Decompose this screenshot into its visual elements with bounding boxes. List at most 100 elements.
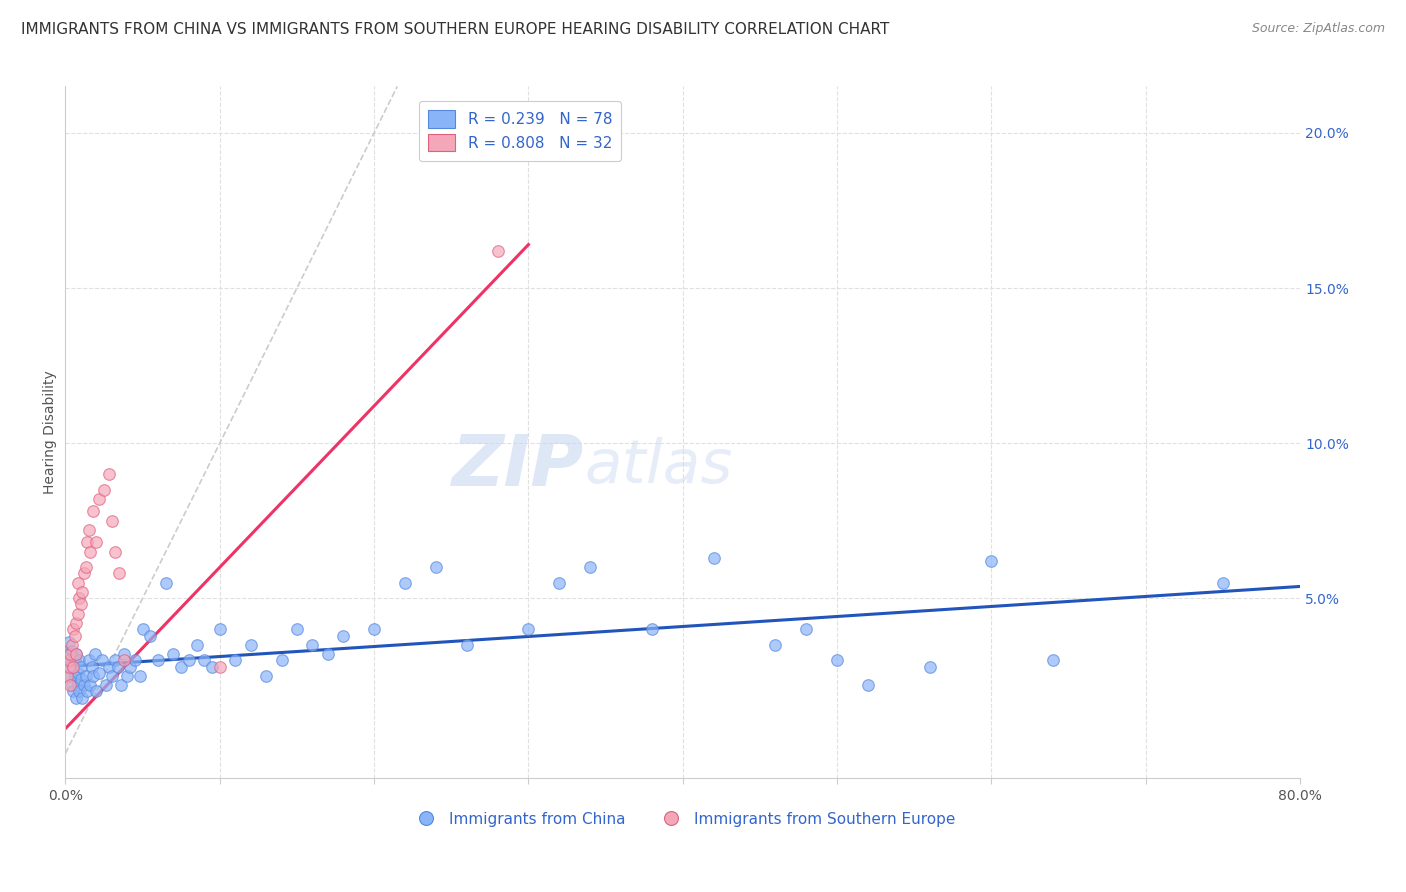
- Point: [93, 483, 115, 497]
- Point: [73, 566, 96, 581]
- Point: [59, 669, 82, 683]
- Point: [77, 523, 100, 537]
- Point: [131, 622, 153, 636]
- Point: [1212, 575, 1234, 590]
- Point: [486, 244, 509, 258]
- Point: [112, 647, 135, 661]
- Point: [62, 622, 84, 636]
- Point: [62, 684, 84, 698]
- Point: [76, 684, 98, 698]
- Point: [825, 653, 848, 667]
- Point: [128, 669, 150, 683]
- Point: [66, 665, 89, 680]
- Point: [65, 647, 87, 661]
- Point: [110, 678, 132, 692]
- Point: [794, 622, 817, 636]
- Point: [97, 467, 120, 482]
- Point: [60, 638, 83, 652]
- Point: [56, 647, 79, 661]
- Point: [124, 653, 146, 667]
- Point: [208, 659, 231, 673]
- Point: [65, 647, 87, 661]
- Point: [72, 690, 94, 705]
- Point: [58, 659, 80, 673]
- Point: [72, 585, 94, 599]
- Point: [100, 669, 122, 683]
- Point: [104, 653, 127, 667]
- Point: [254, 669, 277, 683]
- Point: [579, 560, 602, 574]
- Point: [83, 647, 105, 661]
- Point: [70, 672, 93, 686]
- Point: [82, 504, 104, 518]
- Point: [59, 653, 82, 667]
- Point: [67, 653, 90, 667]
- Point: [146, 653, 169, 667]
- Point: [75, 669, 97, 683]
- Text: ZIP: ZIP: [451, 433, 583, 501]
- Point: [59, 678, 82, 692]
- Point: [177, 653, 200, 667]
- Point: [62, 659, 84, 673]
- Point: [75, 560, 97, 574]
- Point: [641, 622, 664, 636]
- Point: [1042, 653, 1064, 667]
- Point: [115, 669, 138, 683]
- Point: [65, 616, 87, 631]
- Point: [59, 647, 82, 661]
- Point: [67, 684, 90, 698]
- Point: [79, 545, 101, 559]
- Point: [162, 647, 184, 661]
- Point: [60, 678, 83, 692]
- Point: [394, 575, 416, 590]
- Point: [76, 535, 98, 549]
- Point: [86, 535, 108, 549]
- Point: [239, 638, 262, 652]
- Point: [65, 690, 87, 705]
- Point: [70, 659, 93, 673]
- Point: [63, 653, 86, 667]
- Point: [58, 659, 80, 673]
- Point: [363, 622, 385, 636]
- Point: [186, 638, 208, 652]
- Point: [79, 678, 101, 692]
- Point: [193, 653, 215, 667]
- Point: [63, 628, 86, 642]
- Point: [155, 575, 177, 590]
- Point: [112, 653, 135, 667]
- Point: [224, 653, 246, 667]
- Point: [66, 607, 89, 621]
- Point: [517, 622, 540, 636]
- Point: [763, 638, 786, 652]
- Point: [856, 678, 879, 692]
- Point: [980, 554, 1002, 568]
- Point: [170, 659, 193, 673]
- Point: [97, 659, 120, 673]
- Point: [77, 653, 100, 667]
- Point: [285, 622, 308, 636]
- Point: [201, 659, 224, 673]
- Y-axis label: Hearing Disability: Hearing Disability: [44, 370, 58, 494]
- Point: [73, 678, 96, 692]
- Point: [301, 638, 323, 652]
- Point: [66, 678, 89, 692]
- Point: [270, 653, 292, 667]
- Point: [91, 653, 114, 667]
- Point: [425, 560, 447, 574]
- Point: [703, 550, 725, 565]
- Point: [58, 634, 80, 648]
- Point: [94, 678, 117, 692]
- Point: [70, 598, 93, 612]
- Point: [66, 575, 89, 590]
- Point: [56, 669, 79, 683]
- Point: [86, 684, 108, 698]
- Point: [548, 575, 571, 590]
- Point: [67, 591, 90, 606]
- Point: [89, 665, 111, 680]
- Point: [60, 644, 83, 658]
- Point: [100, 514, 122, 528]
- Text: atlas: atlas: [583, 437, 733, 496]
- Point: [104, 545, 127, 559]
- Text: IMMIGRANTS FROM CHINA VS IMMIGRANTS FROM SOUTHERN EUROPE HEARING DISABILITY CORR: IMMIGRANTS FROM CHINA VS IMMIGRANTS FROM…: [21, 22, 890, 37]
- Point: [120, 659, 142, 673]
